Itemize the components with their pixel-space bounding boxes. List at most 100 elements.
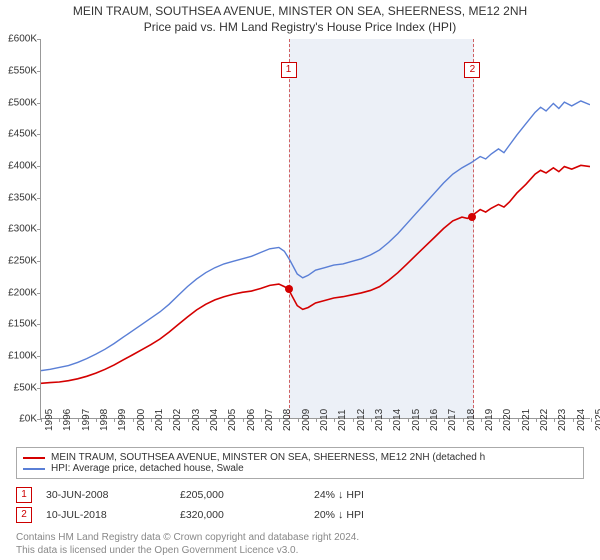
footer: Contains HM Land Registry data © Crown c… — [16, 531, 584, 557]
title-block: MEIN TRAUM, SOUTHSEA AVENUE, MINSTER ON … — [0, 0, 600, 37]
y-tick-label: £200K — [0, 287, 37, 298]
x-tick-label: 2025 — [594, 409, 600, 431]
x-tick-label: 2014 — [392, 409, 403, 431]
y-tick-mark — [37, 198, 41, 199]
x-tick-label: 1997 — [81, 409, 92, 431]
x-tick-label: 2022 — [539, 409, 550, 431]
y-tick-label: £600K — [0, 34, 37, 45]
sale-date: 30-JUN-2008 — [46, 489, 166, 501]
y-tick-mark — [37, 293, 41, 294]
y-tick-mark — [37, 388, 41, 389]
y-tick-mark — [37, 134, 41, 135]
sale-row: 210-JUL-2018£320,00020% ↓ HPI — [16, 505, 584, 525]
x-tick-label: 2000 — [136, 409, 147, 431]
x-tick-label: 2006 — [246, 409, 257, 431]
y-tick-label: £300K — [0, 224, 37, 235]
x-tick-label: 2001 — [154, 409, 165, 431]
arrow-down-icon: ↓ — [338, 509, 344, 521]
y-tick-mark — [37, 166, 41, 167]
legend-row: MEIN TRAUM, SOUTHSEA AVENUE, MINSTER ON … — [23, 452, 577, 463]
x-tick-label: 1996 — [62, 409, 73, 431]
sale-date: 10-JUL-2018 — [46, 509, 166, 521]
x-tick-mark — [279, 418, 280, 422]
x-tick-mark — [444, 418, 445, 422]
y-tick-mark — [37, 39, 41, 40]
y-tick-mark — [37, 261, 41, 262]
title-line-1: MEIN TRAUM, SOUTHSEA AVENUE, MINSTER ON … — [8, 4, 592, 20]
sale-callout-1: 1 — [281, 62, 297, 78]
plot-area: 12 — [41, 39, 590, 418]
y-tick-mark — [37, 356, 41, 357]
y-tick-label: £250K — [0, 255, 37, 266]
sale-price: £205,000 — [180, 489, 300, 501]
sale-pct: 20% ↓ HPI — [314, 509, 434, 521]
sale-num-box: 1 — [16, 487, 32, 503]
x-tick-mark — [133, 418, 134, 422]
y-tick-mark — [37, 229, 41, 230]
footer-line-2: This data is licensed under the Open Gov… — [16, 544, 584, 557]
x-tick-label: 2024 — [576, 409, 587, 431]
sale-price: £320,000 — [180, 509, 300, 521]
x-tick-label: 1995 — [44, 409, 55, 431]
x-tick-mark — [536, 418, 537, 422]
x-tick-mark — [371, 418, 372, 422]
x-tick-label: 2020 — [502, 409, 513, 431]
legend: MEIN TRAUM, SOUTHSEA AVENUE, MINSTER ON … — [16, 447, 584, 479]
x-tick-mark — [481, 418, 482, 422]
legend-label: MEIN TRAUM, SOUTHSEA AVENUE, MINSTER ON … — [51, 452, 485, 463]
x-tick-mark — [426, 418, 427, 422]
x-tick-mark — [408, 418, 409, 422]
x-tick-mark — [224, 418, 225, 422]
y-tick-label: £400K — [0, 160, 37, 171]
x-tick-mark — [169, 418, 170, 422]
arrow-down-icon: ↓ — [338, 489, 344, 501]
chart-lines-svg — [41, 39, 590, 418]
x-tick-mark — [114, 418, 115, 422]
x-tick-mark — [353, 418, 354, 422]
x-tick-mark — [298, 418, 299, 422]
x-tick-mark — [41, 418, 42, 422]
sale-marker-1 — [285, 285, 293, 293]
x-tick-mark — [78, 418, 79, 422]
y-tick-label: £0K — [0, 414, 37, 425]
x-tick-mark — [316, 418, 317, 422]
footer-line-1: Contains HM Land Registry data © Crown c… — [16, 531, 584, 544]
x-tick-mark — [334, 418, 335, 422]
y-tick-label: £100K — [0, 350, 37, 361]
series-hpi — [41, 101, 590, 371]
x-tick-label: 2018 — [466, 409, 477, 431]
legend-swatch — [23, 468, 45, 470]
x-tick-label: 2019 — [484, 409, 495, 431]
x-tick-label: 2002 — [172, 409, 183, 431]
x-tick-label: 1998 — [99, 409, 110, 431]
x-tick-label: 2007 — [264, 409, 275, 431]
x-tick-label: 2013 — [374, 409, 385, 431]
x-tick-label: 2008 — [282, 409, 293, 431]
legend-swatch — [23, 457, 45, 459]
y-tick-label: £450K — [0, 129, 37, 140]
legend-row: HPI: Average price, detached house, Swal… — [23, 463, 577, 474]
x-tick-mark — [261, 418, 262, 422]
x-tick-mark — [206, 418, 207, 422]
x-tick-label: 2009 — [301, 409, 312, 431]
x-tick-label: 1999 — [117, 409, 128, 431]
x-tick-mark — [389, 418, 390, 422]
x-tick-label: 2023 — [557, 409, 568, 431]
y-tick-label: £350K — [0, 192, 37, 203]
y-tick-label: £50K — [0, 382, 37, 393]
y-tick-mark — [37, 324, 41, 325]
x-tick-mark — [188, 418, 189, 422]
y-tick-label: £550K — [0, 65, 37, 76]
x-tick-mark — [554, 418, 555, 422]
x-tick-mark — [591, 418, 592, 422]
y-tick-mark — [37, 103, 41, 104]
x-tick-label: 2017 — [447, 409, 458, 431]
series-property — [41, 166, 590, 384]
x-tick-mark — [499, 418, 500, 422]
x-tick-label: 2021 — [521, 409, 532, 431]
x-tick-mark — [463, 418, 464, 422]
x-tick-label: 2011 — [337, 410, 348, 432]
sales-table: 130-JUN-2008£205,00024% ↓ HPI210-JUL-201… — [16, 485, 584, 525]
y-tick-label: £500K — [0, 97, 37, 108]
x-tick-mark — [96, 418, 97, 422]
